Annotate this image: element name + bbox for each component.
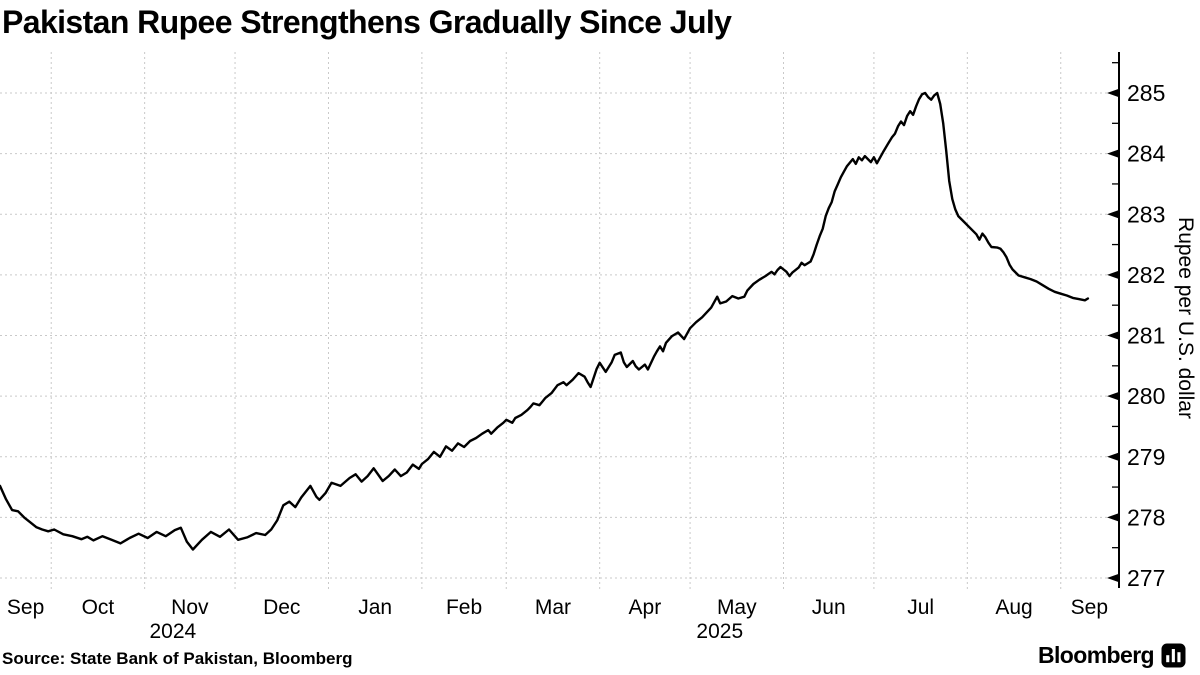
y-tick-label: 283: [1127, 201, 1165, 227]
y-tick-label: 281: [1127, 323, 1165, 349]
y-tick-major: [1107, 513, 1119, 522]
bloomberg-logo: Bloomberg: [1038, 642, 1186, 669]
y-tick-major: [1107, 452, 1119, 461]
x-tick-label: Jun: [812, 596, 846, 619]
x-tick-label: Oct: [82, 596, 115, 619]
y-tick-major: [1107, 270, 1119, 280]
y-tick-major: [1107, 573, 1119, 583]
y-tick-major: [1107, 149, 1119, 158]
series-line-pkr-usd: [0, 91, 1090, 551]
x-tick-label: Dec: [263, 596, 300, 619]
y-tick-label: 277: [1127, 565, 1165, 591]
x-tick-label: May: [717, 596, 757, 619]
y-tick-label: 284: [1127, 141, 1166, 167]
x-tick-label: Jan: [358, 596, 392, 619]
x-tick-label: Aug: [995, 596, 1032, 619]
y-tick-label: 279: [1127, 444, 1165, 470]
y-tick-label: 282: [1127, 262, 1165, 288]
source-attribution: Source: State Bank of Pakistan, Bloomber…: [2, 649, 353, 668]
y-tick-major: [1107, 210, 1119, 219]
y-axis-title: Rupee per U.S. dollar: [1174, 217, 1197, 419]
x-tick-label: Apr: [629, 596, 662, 619]
y-tick-label: 285: [1127, 80, 1165, 106]
chart-title: Pakistan Rupee Strengthens Gradually Sin…: [2, 4, 732, 40]
bloomberg-terminal-icon: [1161, 643, 1186, 668]
x-year-label: 2025: [696, 620, 743, 643]
y-tick-major: [1107, 88, 1119, 98]
y-tick-label: 280: [1127, 383, 1165, 409]
x-tick-label: Feb: [446, 596, 482, 619]
x-tick-label: Sep: [1071, 596, 1108, 619]
x-tick-label: Sep: [7, 596, 44, 619]
x-tick-label: Jul: [907, 596, 934, 619]
y-tick-major: [1107, 331, 1119, 340]
y-tick-label: 278: [1127, 504, 1165, 530]
x-tick-label: Nov: [171, 596, 209, 619]
y-tick-major: [1107, 391, 1119, 401]
bloomberg-wordmark: Bloomberg: [1038, 642, 1155, 668]
x-year-label: 2024: [149, 620, 196, 643]
x-tick-label: Mar: [535, 596, 571, 619]
